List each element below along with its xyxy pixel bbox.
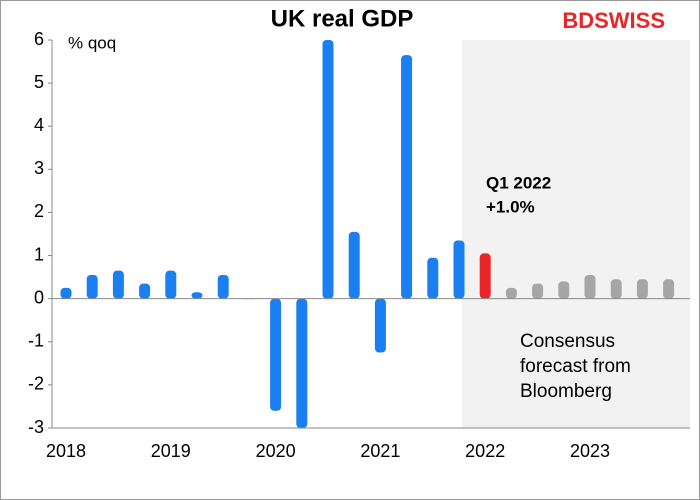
bar <box>348 231 360 299</box>
annotation: +1.0% <box>486 197 535 216</box>
bar <box>112 270 124 299</box>
bar <box>322 40 334 299</box>
annotation: forecast from <box>520 356 631 377</box>
bar <box>165 270 177 299</box>
brand-logo: BDSWISS <box>562 8 665 33</box>
bar <box>296 298 308 428</box>
bar <box>60 287 72 299</box>
bar <box>636 279 648 299</box>
bar <box>191 292 203 299</box>
bar <box>532 283 544 299</box>
y-tick-label: -3 <box>28 417 44 437</box>
y-tick-label: -2 <box>28 374 44 394</box>
bar <box>86 274 98 299</box>
annotation: Consensus <box>520 331 615 352</box>
bar <box>374 298 386 353</box>
x-tick-label: 2023 <box>570 441 610 461</box>
y-tick-label: 3 <box>34 158 44 178</box>
y-tick-label: 1 <box>34 244 44 264</box>
x-tick-label: 2020 <box>256 441 296 461</box>
forecast-shade <box>462 40 690 428</box>
y-tick-label: 4 <box>34 115 44 135</box>
x-tick-label: 2021 <box>360 441 400 461</box>
y-tick-label: 0 <box>34 287 44 307</box>
x-tick-label: 2022 <box>465 441 505 461</box>
bar <box>453 240 465 299</box>
annotation: Bloomberg <box>520 381 612 402</box>
bars <box>60 40 675 428</box>
bar <box>139 283 151 299</box>
bar <box>558 281 570 299</box>
y-tick-label: 5 <box>34 72 44 92</box>
annotation: Q1 2022 <box>486 173 551 192</box>
x-tick-label: 2019 <box>151 441 191 461</box>
bar <box>427 257 439 299</box>
x-tick-label: 2018 <box>46 441 86 461</box>
chart-title: UK real GDP <box>271 5 414 32</box>
bar <box>217 274 229 299</box>
bar <box>401 55 413 299</box>
bar <box>479 253 491 299</box>
y-tick-label: -1 <box>28 331 44 351</box>
y-axis-label: % qoq <box>68 33 116 52</box>
y-tick-label: 2 <box>34 201 44 221</box>
bar <box>663 279 675 299</box>
bar <box>505 287 517 299</box>
bar <box>610 279 622 299</box>
bar <box>584 274 596 299</box>
y-tick-label: 6 <box>34 29 44 49</box>
bar <box>270 298 282 411</box>
